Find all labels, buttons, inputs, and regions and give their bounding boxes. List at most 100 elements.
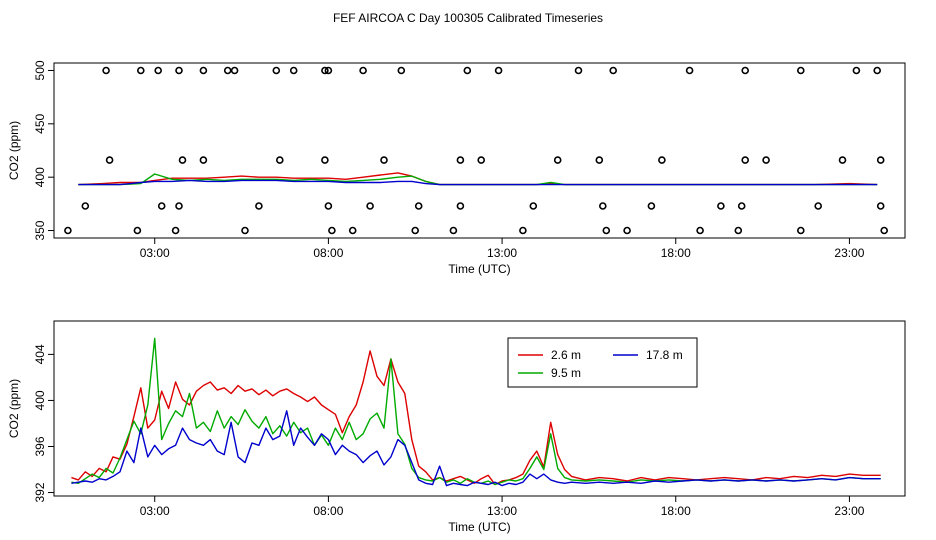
flag-point	[133, 226, 142, 235]
flag-point	[157, 202, 166, 210]
flag-point	[737, 202, 746, 210]
flag-point	[456, 202, 465, 210]
x-tick-label: 13:00	[487, 504, 517, 518]
flag-point	[814, 202, 823, 210]
flag-point	[328, 226, 336, 235]
y-axis-label: CO2 (ppm)	[7, 121, 21, 180]
y-tick-label: 404	[33, 344, 47, 364]
x-tick-label: 18:00	[661, 504, 691, 518]
x-tick-label: 23:00	[834, 246, 864, 260]
flag-point	[324, 202, 333, 210]
x-tick-label: 13:00	[487, 246, 517, 260]
flag-point	[199, 66, 208, 75]
flag-point	[553, 156, 562, 164]
flag-point	[595, 156, 604, 164]
flag-point	[574, 66, 583, 75]
y-tick-label: 400	[33, 390, 47, 410]
flag-point	[796, 66, 805, 75]
x-tick-label: 03:00	[140, 246, 170, 260]
x-axis-label: Time (UTC)	[448, 262, 510, 276]
flag-point	[880, 226, 889, 235]
legend-box	[507, 337, 698, 388]
flag-point	[178, 156, 187, 164]
flag-point	[321, 66, 329, 75]
flag-point	[64, 226, 72, 235]
flag-point	[762, 156, 770, 164]
flag-point	[272, 66, 281, 75]
flag-point	[873, 66, 882, 75]
flag-point	[321, 156, 329, 164]
flag-point	[456, 156, 465, 164]
y-tick-label: 450	[33, 113, 47, 133]
series-line-level-0	[78, 172, 878, 186]
series-line-level-2	[78, 179, 878, 186]
y-axis-label: CO2 (ppm)	[7, 379, 21, 438]
flag-point	[598, 202, 607, 210]
x-tick-label: 23:00	[834, 504, 864, 518]
flag-point	[685, 66, 694, 75]
flag-point	[175, 202, 183, 210]
plot-frame	[53, 320, 906, 497]
flag-point	[463, 66, 472, 75]
flag-point	[275, 156, 284, 164]
flag-point	[230, 66, 239, 75]
flag-point	[876, 202, 885, 210]
y-tick-label: 500	[33, 60, 47, 80]
y-tick-label: 350	[33, 220, 47, 240]
series-line-2-6-m	[71, 350, 881, 486]
x-tick-label: 08:00	[313, 504, 343, 518]
y-tick-label: 392	[33, 482, 47, 502]
flag-point	[529, 202, 538, 210]
legend-entry: 2.6 m	[551, 348, 581, 362]
flag-point	[171, 226, 180, 235]
flag-point	[324, 66, 333, 75]
flag-point	[175, 66, 183, 75]
flag-point	[380, 156, 388, 164]
plot-frame	[53, 62, 906, 239]
x-tick-label: 08:00	[313, 246, 343, 260]
legend: 2.6 m 9.5 m 17.8 m	[507, 337, 698, 388]
top-panel: 03:00 08:00 13:00 18:00 23:00 Time (UTC) 350 40…	[7, 60, 906, 276]
flag-point	[81, 202, 90, 210]
flag-point	[696, 226, 704, 235]
flag-point	[414, 202, 423, 210]
flag-point	[199, 156, 208, 164]
flag-point	[647, 202, 656, 210]
flag-point	[102, 66, 110, 75]
flag-point	[359, 66, 367, 75]
flag-point	[411, 226, 420, 235]
flag-point	[519, 226, 527, 235]
flag-point	[494, 66, 503, 75]
flag-point	[838, 156, 847, 164]
legend-entry: 9.5 m	[551, 366, 581, 380]
x-tick-label: 03:00	[140, 504, 170, 518]
flag-point	[154, 66, 162, 75]
flag-point	[609, 66, 618, 75]
series-line-9-5-m	[71, 337, 881, 486]
flag-point	[477, 156, 486, 164]
series-line-level-1	[78, 173, 878, 186]
figure-title: FEF AIRCOA C Day 100305 Calibrated Times…	[333, 11, 603, 25]
flag-point	[289, 66, 298, 75]
flag-point	[602, 226, 611, 235]
legend-entry: 17.8 m	[646, 348, 683, 362]
series-line-17-8-m	[71, 410, 881, 487]
flag-point	[449, 226, 458, 235]
flag-point	[105, 156, 114, 164]
y-tick-label: 400	[33, 167, 47, 187]
flag-point	[241, 226, 249, 235]
flag-point	[717, 202, 725, 210]
bottom-panel: 03:00 08:00 13:00 18:00 23:00 Time (UTC) 392 39…	[7, 320, 906, 534]
flag-point	[348, 226, 357, 235]
flag-point	[876, 156, 885, 164]
flag-point	[658, 156, 666, 164]
y-tick-label: 396	[33, 436, 47, 456]
flag-point	[741, 156, 750, 164]
flag-point	[796, 226, 805, 235]
flag-point	[852, 66, 861, 75]
flag-point	[366, 202, 374, 210]
flag-point	[137, 66, 145, 75]
flag-point	[255, 202, 263, 210]
x-tick-label: 18:00	[661, 246, 691, 260]
